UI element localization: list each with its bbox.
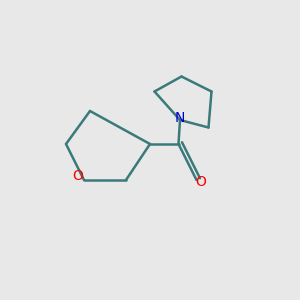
Text: O: O [195,175,206,188]
Text: N: N [175,112,185,125]
Text: O: O [73,169,83,182]
